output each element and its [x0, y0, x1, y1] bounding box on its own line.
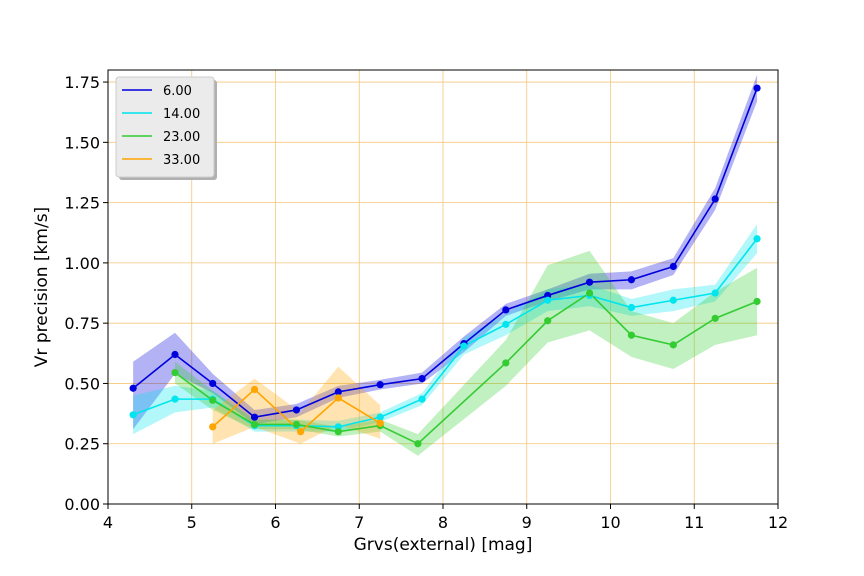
- series-33-00-point: [334, 394, 342, 402]
- legend-label: 14.00: [163, 107, 200, 122]
- x-tick-label: 11: [684, 513, 704, 532]
- x-tick-label: 8: [438, 513, 448, 532]
- series-6-00-point: [209, 379, 217, 388]
- series-6-00-point: [669, 262, 677, 271]
- series-6-00-point: [376, 381, 384, 389]
- series-6-00-point: [129, 384, 137, 392]
- series-23-00-point: [711, 314, 719, 322]
- y-tick-label: 0.75: [64, 314, 100, 333]
- series-6-00-point: [711, 195, 719, 203]
- legend-box: [115, 76, 215, 178]
- legend-label: 6.00: [163, 84, 192, 99]
- series-23-00-point: [502, 359, 510, 367]
- x-tick-label: 5: [187, 513, 197, 532]
- series-6-00-point: [502, 306, 510, 314]
- x-tick-label: 6: [270, 513, 280, 532]
- series-6-00-point: [418, 375, 426, 383]
- x-tick-label: 10: [600, 513, 620, 532]
- series-23-00-point: [414, 440, 422, 448]
- y-tick-label: 1.75: [64, 73, 100, 92]
- series-14-00-point: [753, 235, 761, 243]
- series-points: [129, 84, 761, 448]
- series-14-00-point: [460, 342, 468, 350]
- series-6-00-point: [292, 406, 301, 414]
- series-6-00-point: [585, 278, 594, 286]
- axis-ticks: 4 5 6 7 8 9 10 11 12 0.00 0.25 0.50 0.75 1.00 1.25 1.50…: [64, 73, 788, 532]
- series-33-00-point: [209, 423, 217, 431]
- series-14-00-point: [171, 395, 179, 403]
- series-33-00-point: [376, 419, 384, 427]
- series-14-00-point: [627, 303, 636, 312]
- series-14-00-point: [129, 411, 137, 419]
- y-tick-label: 1.50: [64, 133, 100, 152]
- legend: 6.00 14.00 23.00 33.00: [115, 76, 217, 180]
- x-tick-label: 7: [354, 513, 364, 532]
- series-23-00-point: [209, 396, 217, 404]
- legend-label: 33.00: [163, 153, 200, 168]
- series-14-00-point: [418, 395, 426, 403]
- x-tick-label: 4: [103, 513, 113, 532]
- y-axis-title: Vr precision [km/s]: [32, 207, 52, 367]
- series-23-00-point: [171, 368, 179, 377]
- series-23-00-point: [585, 289, 594, 297]
- series-23-00-point: [292, 420, 301, 429]
- series-6-00-point: [627, 276, 636, 284]
- series-6-00-line: [132, 87, 758, 419]
- series-6-00-point: [753, 84, 761, 92]
- series-33-00-point: [297, 428, 305, 436]
- y-tick-label: 0.50: [64, 374, 100, 393]
- series-23-00-point: [627, 331, 636, 339]
- series-23-00-point: [669, 341, 677, 349]
- series-23-00-line: [174, 291, 758, 445]
- series-23-00-point: [753, 297, 761, 306]
- series-14-00-point: [711, 289, 719, 297]
- series-33-00-point: [250, 385, 259, 394]
- y-tick-label: 1.00: [64, 254, 100, 273]
- y-tick-label: 0.25: [64, 435, 100, 454]
- series-14-00-point: [502, 320, 510, 328]
- x-tick-label: 12: [768, 513, 788, 532]
- legend-label: 23.00: [163, 130, 200, 145]
- y-tick-label: 0.00: [64, 495, 100, 514]
- y-tick-label: 1.25: [64, 194, 100, 213]
- x-axis-title: Grvs(external) [mag]: [354, 535, 533, 555]
- series-6-00-point: [334, 388, 342, 396]
- series-14-00-point: [669, 296, 677, 304]
- series-23-00-point: [544, 317, 552, 325]
- series-23-00-point: [250, 420, 259, 429]
- x-tick-label: 9: [522, 513, 532, 532]
- series-6-00-point: [171, 350, 179, 359]
- series-14-00-point: [544, 296, 552, 304]
- series-6-00-point: [250, 413, 259, 421]
- series-14-00-point: [376, 413, 384, 421]
- series-23-00-point: [334, 428, 342, 436]
